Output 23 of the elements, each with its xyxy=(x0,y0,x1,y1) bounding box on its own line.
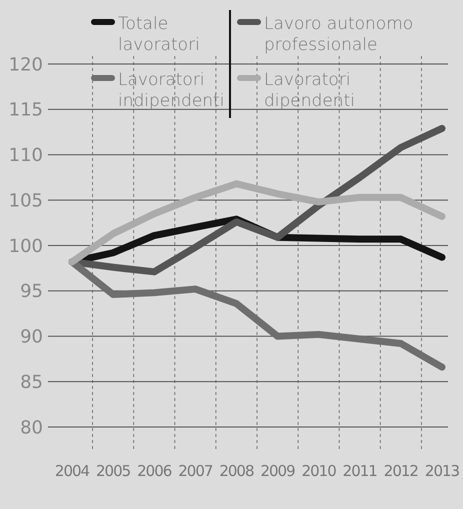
y-tick-label: 95 xyxy=(20,281,43,302)
x-tick-label: 2010 xyxy=(302,462,336,480)
y-tick-label: 85 xyxy=(20,372,43,393)
x-tick-label: 2006 xyxy=(137,462,172,480)
y-tick-label: 115 xyxy=(8,100,43,121)
y-tick-label: 105 xyxy=(8,190,43,212)
y-tick-label: 120 xyxy=(8,54,43,76)
legend-label: Lavoro autonomo professionale xyxy=(264,14,414,55)
legend-label: Totale lavoratori xyxy=(118,14,200,55)
y-tick-label: 110 xyxy=(8,145,43,166)
x-tick-label: 2011 xyxy=(342,462,378,480)
x-tick-label: 2012 xyxy=(384,462,418,480)
legend-label: Lavoratori dipendenti xyxy=(264,70,355,111)
y-tick-label: 90 xyxy=(20,326,43,348)
legend-label: Lavoratori indipendenti xyxy=(118,70,224,111)
x-tick-label: 2004 xyxy=(54,462,90,480)
x-tick-label: 2013 xyxy=(424,462,460,480)
x-tick-label: 2008 xyxy=(219,462,254,480)
x-tick-label: 2005 xyxy=(96,462,131,480)
x-tick-label: 2007 xyxy=(178,462,213,480)
y-tick-label: 100 xyxy=(8,236,43,257)
y-tick-label: 80 xyxy=(20,417,43,438)
x-tick-label: 2009 xyxy=(260,462,296,480)
